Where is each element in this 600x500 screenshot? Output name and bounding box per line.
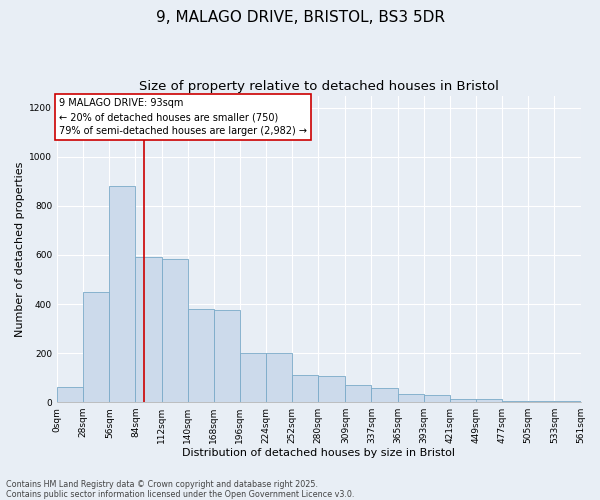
Bar	[528, 401, 554, 402]
Text: 9, MALAGO DRIVE, BRISTOL, BS3 5DR: 9, MALAGO DRIVE, BRISTOL, BS3 5DR	[155, 10, 445, 25]
Bar	[502, 401, 528, 402]
Bar	[83, 292, 109, 402]
Bar	[214, 310, 240, 402]
Bar	[346, 385, 371, 402]
Bar	[57, 388, 83, 402]
Bar	[450, 398, 476, 402]
Text: Contains HM Land Registry data © Crown copyright and database right 2025.
Contai: Contains HM Land Registry data © Crown c…	[6, 480, 355, 499]
Title: Size of property relative to detached houses in Bristol: Size of property relative to detached ho…	[139, 80, 499, 93]
Bar	[266, 353, 292, 402]
Bar	[292, 375, 318, 402]
Bar	[424, 394, 450, 402]
Bar	[371, 388, 398, 402]
Bar	[188, 309, 214, 402]
Bar	[161, 258, 188, 402]
Text: 9 MALAGO DRIVE: 93sqm
← 20% of detached houses are smaller (750)
79% of semi-det: 9 MALAGO DRIVE: 93sqm ← 20% of detached …	[59, 98, 307, 136]
Bar	[240, 353, 266, 402]
Bar	[318, 376, 346, 402]
X-axis label: Distribution of detached houses by size in Bristol: Distribution of detached houses by size …	[182, 448, 455, 458]
Bar	[109, 186, 136, 402]
Y-axis label: Number of detached properties: Number of detached properties	[15, 161, 25, 336]
Bar	[136, 258, 161, 402]
Bar	[476, 399, 502, 402]
Bar	[398, 394, 424, 402]
